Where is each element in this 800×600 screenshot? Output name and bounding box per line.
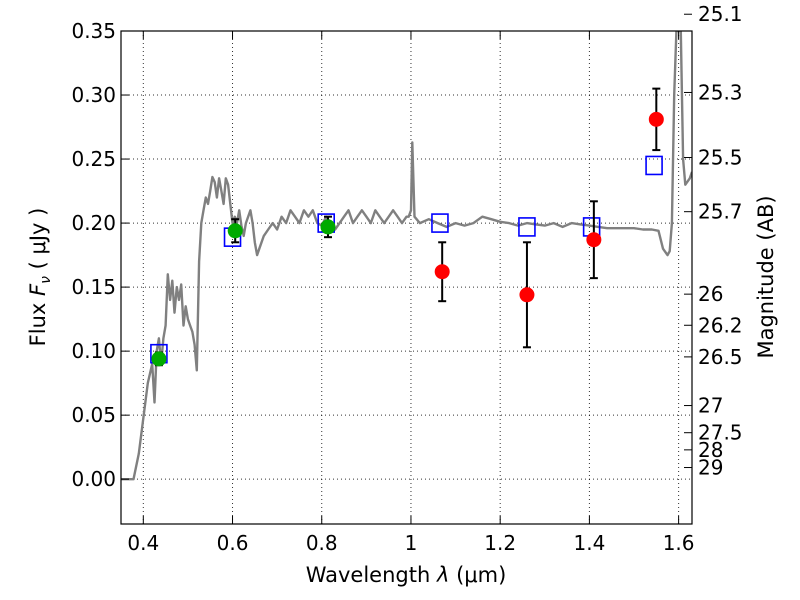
x-tick-label: 0.8 bbox=[306, 531, 338, 555]
y2-tick-label: 27.5 bbox=[698, 421, 743, 445]
model-photometry-square bbox=[431, 213, 449, 233]
y2-tick-label: 25.5 bbox=[698, 146, 743, 170]
y2-tick-label: 28 bbox=[698, 438, 723, 462]
y2-tick-label: 26.5 bbox=[698, 345, 743, 369]
series-layer bbox=[121, 31, 692, 481]
y2-axis-label: Magnitude (AB) bbox=[754, 195, 778, 358]
observation-point bbox=[227, 223, 243, 239]
y2-tick-label: 26.2 bbox=[698, 313, 743, 337]
y-tick-label: 0.00 bbox=[71, 467, 116, 491]
y2-tick-label: 25.3 bbox=[698, 80, 743, 104]
y-axis-label: Flux Fν ( μJy ) bbox=[26, 208, 54, 347]
model-photometry-square bbox=[518, 217, 536, 237]
ticks: 0.4 0.6 0.8 1 1.2 1.4 1.6 0.00 0.05 0.10 0.15 0.20 0… bbox=[71, 2, 742, 555]
y-tick-label: 0.10 bbox=[71, 339, 116, 363]
observation-point bbox=[648, 111, 664, 127]
x-tick-label: 0.4 bbox=[127, 531, 159, 555]
observation-point bbox=[151, 351, 167, 367]
model-spectrum-line bbox=[121, 31, 692, 481]
y-tick-label: 0.35 bbox=[71, 19, 116, 43]
observation-point bbox=[519, 287, 535, 303]
model-photometry-square bbox=[645, 155, 663, 176]
observation-point bbox=[586, 232, 602, 248]
y-tick-label: 0.15 bbox=[71, 275, 116, 299]
y2-tick-label: 25.7 bbox=[698, 200, 743, 224]
y-tick-label: 0.20 bbox=[71, 211, 116, 235]
y-tick-label: 0.30 bbox=[71, 83, 116, 107]
y2-tick-label: 26 bbox=[698, 282, 723, 306]
x-tick-label: 0.6 bbox=[217, 531, 249, 555]
y2-tick-label: 27 bbox=[698, 394, 723, 418]
observation-point bbox=[320, 219, 336, 235]
observation-point bbox=[434, 264, 450, 280]
x-tick-label: 1.6 bbox=[663, 531, 695, 555]
x-tick-label: 1.2 bbox=[484, 531, 516, 555]
x-axis-label: Wavelength λ (μm) bbox=[306, 563, 507, 587]
grid bbox=[121, 30, 692, 524]
y2-tick-label: 29 bbox=[698, 456, 723, 480]
x-tick-label: 1.4 bbox=[573, 531, 605, 555]
y-tick-label: 0.05 bbox=[71, 403, 116, 427]
plot-frame bbox=[120, 30, 693, 525]
y-tick-label: 0.25 bbox=[71, 147, 116, 171]
y2-tick-label: 25.1 bbox=[698, 2, 743, 26]
x-tick-label: 1 bbox=[405, 531, 418, 555]
